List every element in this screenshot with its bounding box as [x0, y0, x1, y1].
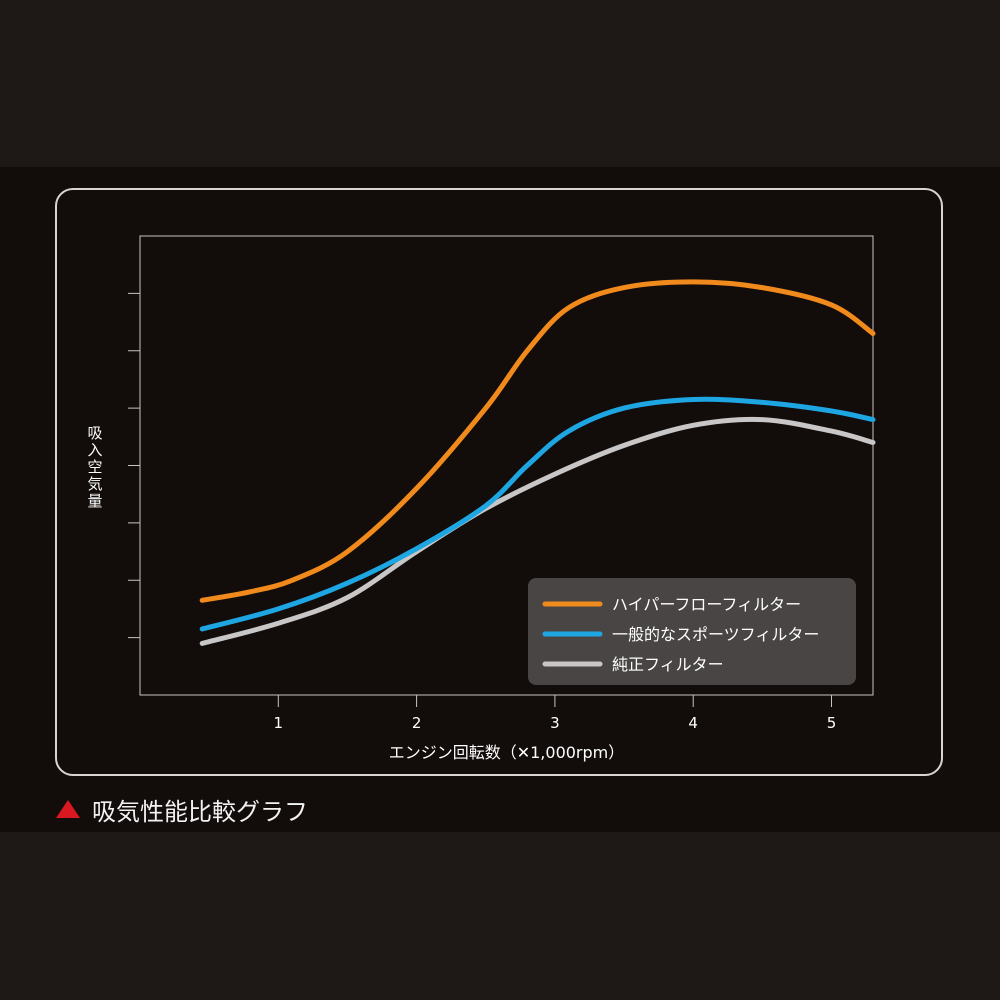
- y-axis-label-char: 入: [87, 441, 102, 459]
- y-axis-ticks: [128, 292, 140, 639]
- caption-text: 吸気性能比較グラフ: [92, 797, 308, 826]
- series-line-3: [199, 416, 876, 646]
- series-line-1: [199, 279, 876, 603]
- y-axis-label-char: 気: [87, 475, 102, 493]
- series-line-2: [199, 396, 876, 632]
- y-axis-label-char: 吸: [87, 424, 102, 442]
- triangle-icon: [56, 800, 80, 818]
- x-tick-label-5: 5: [827, 714, 837, 732]
- x-tick-label-2: 2: [412, 714, 422, 732]
- legend-label-2: 一般的なスポーツフィルター: [612, 625, 819, 644]
- series-lines: [199, 279, 876, 646]
- legend-label-3: 純正フィルター: [612, 655, 724, 674]
- chart-frame: [55, 188, 943, 776]
- y-axis-label-char: 空: [87, 458, 102, 476]
- legend-box: [528, 578, 856, 685]
- x-tick-label-4: 4: [688, 714, 698, 732]
- x-axis-ticks: 1 2 3 4 5: [274, 695, 837, 732]
- x-tick-label-3: 3: [550, 714, 560, 732]
- x-axis-label: エンジン回転数（✕1,000rpm）: [389, 743, 625, 762]
- legend-label-1: ハイパーフローフィルター: [612, 595, 801, 614]
- x-tick-label-1: 1: [274, 714, 284, 732]
- chart-caption: 吸気性能比較グラフ: [56, 793, 308, 826]
- y-axis-label-char: 量: [87, 492, 102, 510]
